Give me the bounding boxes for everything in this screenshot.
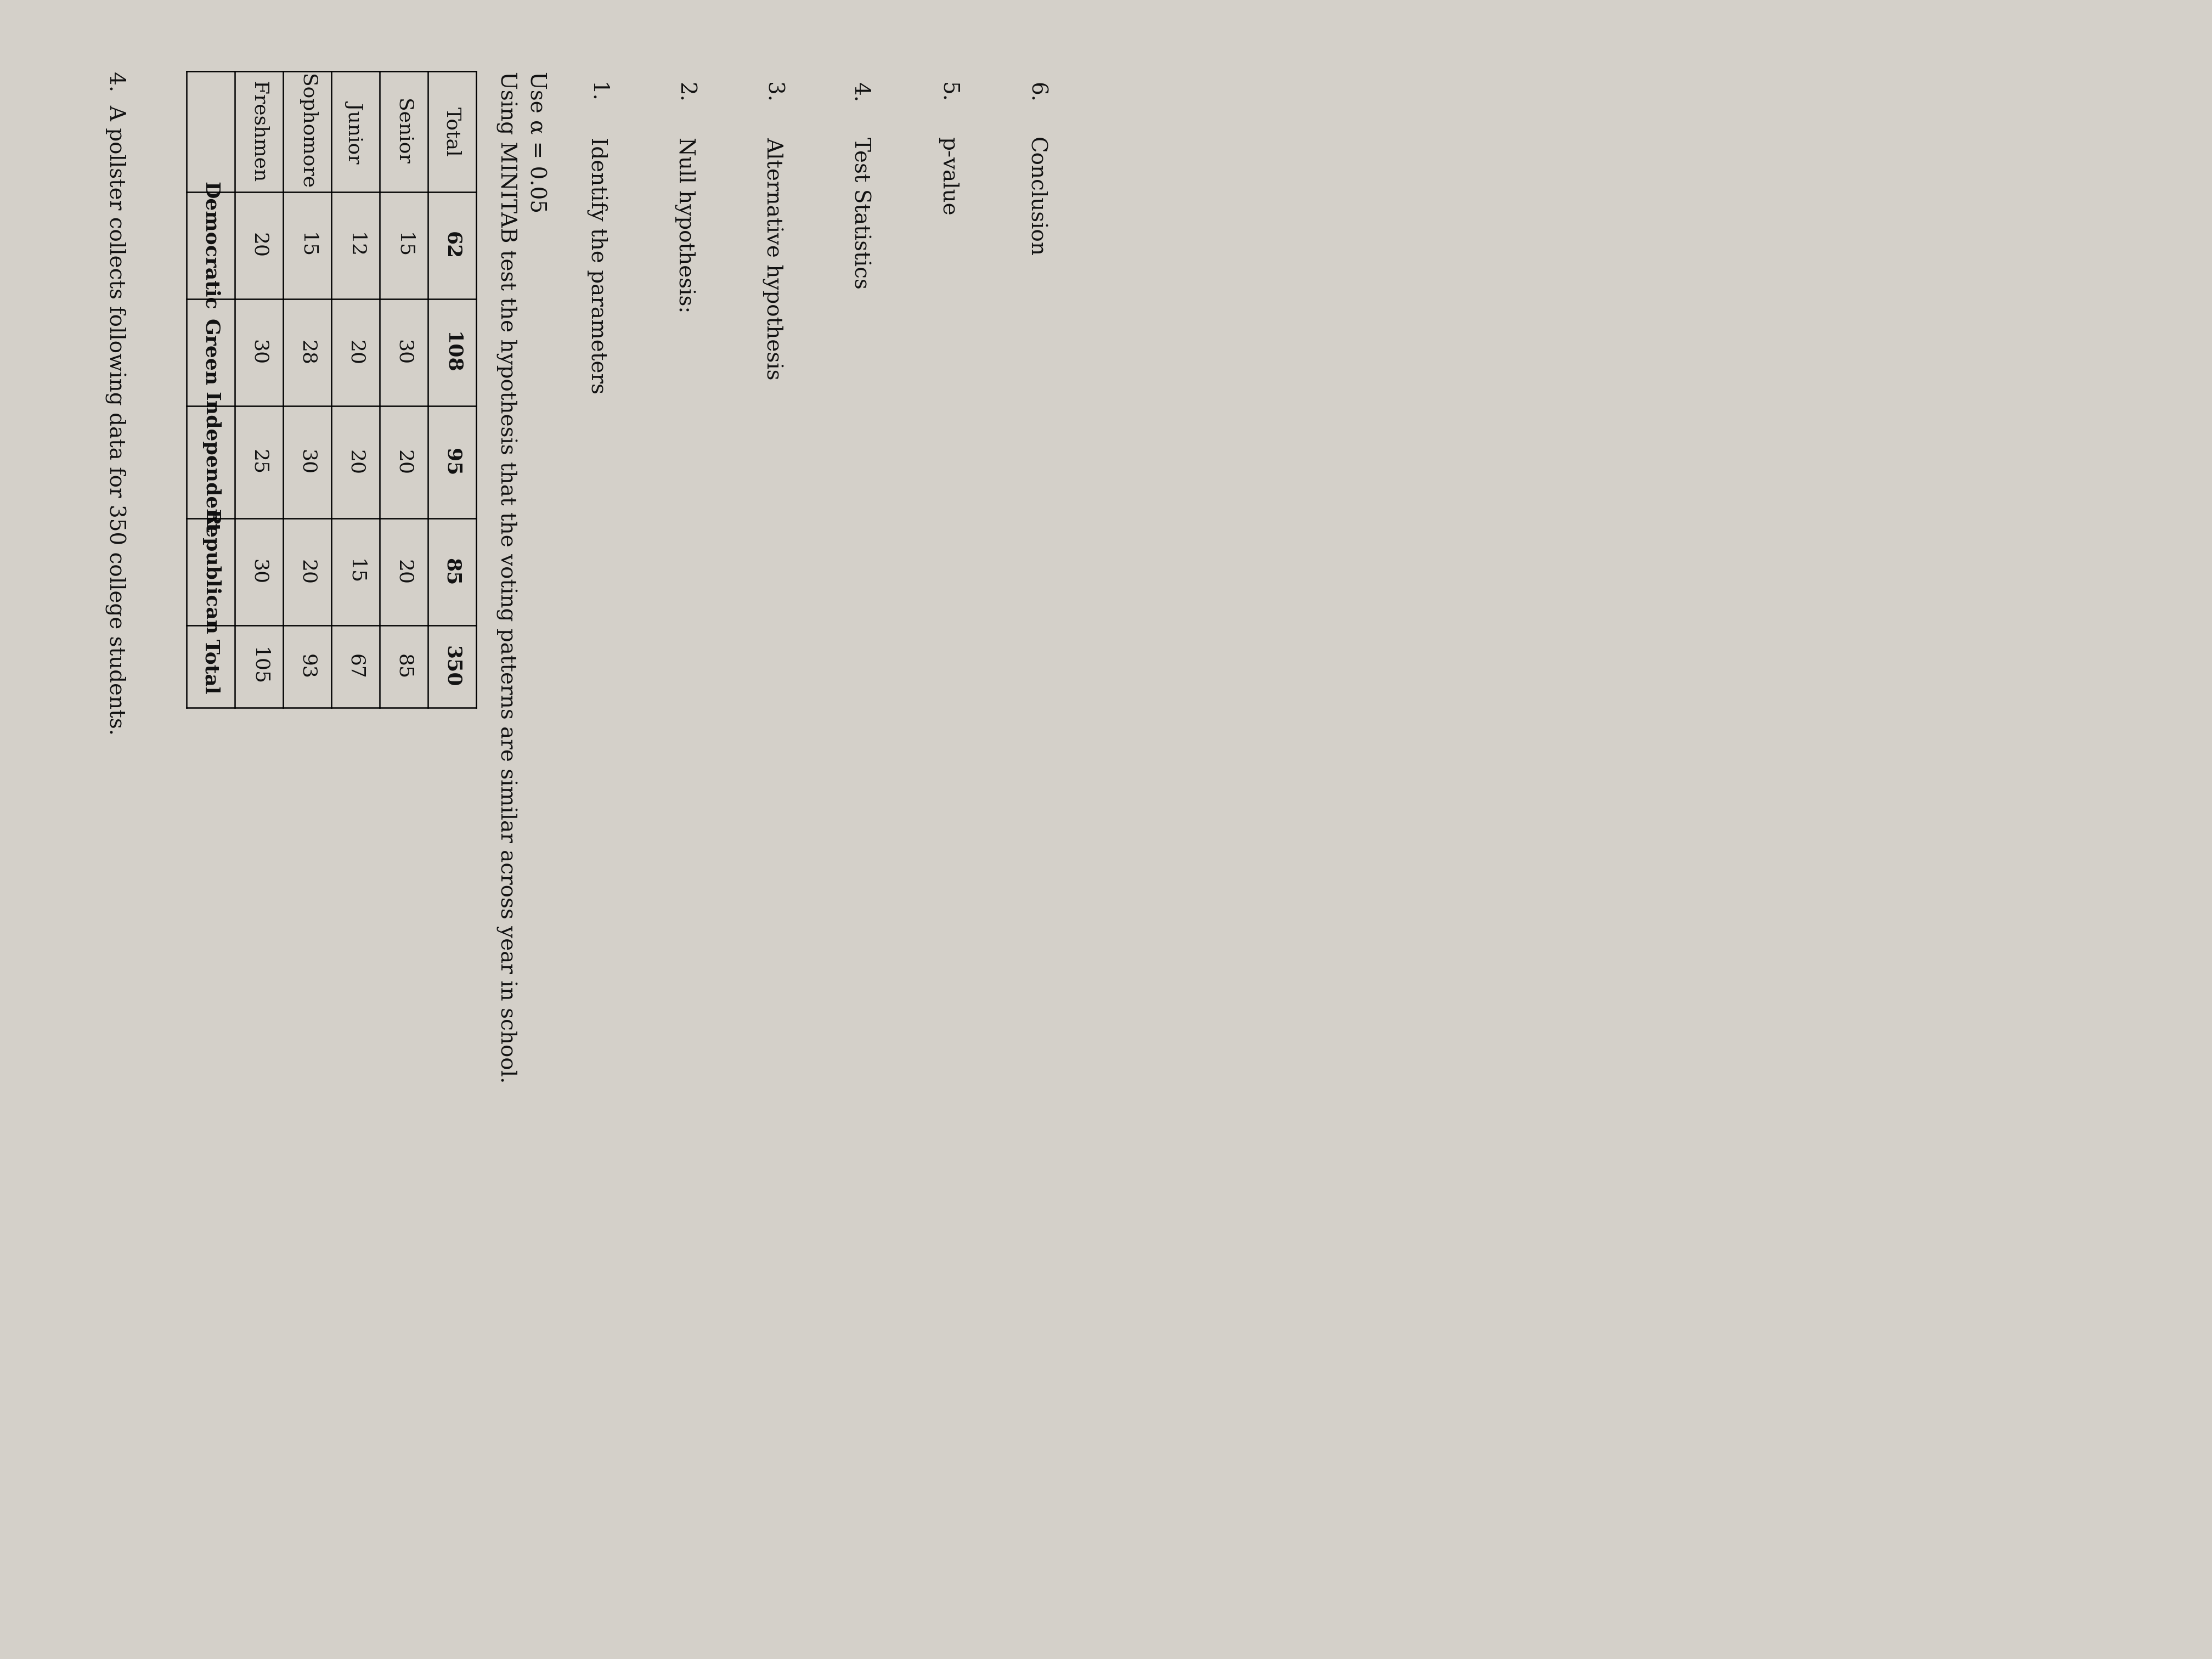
Text: 4.  A pollster collects following data for 350 college students.: 4. A pollster collects following data fo… — [104, 71, 126, 735]
Text: Null hypothesis:: Null hypothesis: — [675, 138, 695, 314]
Text: 20: 20 — [299, 559, 316, 584]
Text: 28: 28 — [299, 340, 316, 365]
Text: 30: 30 — [250, 340, 268, 365]
Text: Junior: Junior — [345, 101, 365, 163]
Text: 20: 20 — [394, 450, 414, 474]
Text: Using MINITAB test the hypothesis that the voting patterns are similar across ye: Using MINITAB test the hypothesis that t… — [495, 71, 518, 1083]
Text: 6.: 6. — [1026, 83, 1046, 103]
Text: 85: 85 — [394, 654, 414, 679]
Text: 105: 105 — [250, 647, 268, 685]
Text: 25: 25 — [250, 450, 268, 474]
Text: 4.: 4. — [849, 83, 869, 103]
Text: 20: 20 — [394, 559, 414, 584]
Text: 20: 20 — [250, 232, 268, 259]
Text: Alternative hypothesis: Alternative hypothesis — [761, 138, 783, 380]
Text: Green: Green — [201, 319, 219, 387]
Text: 3.: 3. — [763, 83, 783, 103]
Text: Senior: Senior — [394, 100, 414, 164]
Text: Republican: Republican — [201, 509, 219, 635]
Text: Independent: Independent — [201, 392, 219, 533]
Text: Conclusion: Conclusion — [1026, 138, 1046, 257]
Text: p-value: p-value — [938, 138, 958, 216]
Text: Freshmen: Freshmen — [250, 81, 268, 182]
Text: 15: 15 — [345, 559, 365, 584]
Text: 20: 20 — [345, 340, 365, 365]
Text: Use α = 0.05: Use α = 0.05 — [526, 71, 546, 212]
Text: 12: 12 — [345, 232, 365, 259]
Text: 1.: 1. — [586, 83, 606, 103]
Text: 30: 30 — [250, 559, 268, 584]
Text: 85: 85 — [442, 557, 462, 586]
Text: 93: 93 — [299, 654, 316, 679]
Text: Identify the parameters: Identify the parameters — [586, 138, 608, 393]
Text: Test Statistics: Test Statistics — [849, 138, 869, 289]
Text: 30: 30 — [394, 340, 414, 365]
Text: 2.: 2. — [675, 83, 695, 103]
Text: 30: 30 — [299, 450, 316, 474]
Text: 15: 15 — [394, 232, 414, 259]
Text: Total: Total — [201, 639, 219, 693]
Text: 62: 62 — [442, 232, 462, 259]
Text: 15: 15 — [299, 232, 316, 259]
Text: Total: Total — [442, 106, 462, 156]
Text: Sophomore: Sophomore — [299, 75, 316, 189]
Text: 350: 350 — [442, 645, 462, 687]
Text: 5.: 5. — [938, 83, 958, 103]
Text: 95: 95 — [442, 448, 462, 476]
Text: 108: 108 — [442, 332, 462, 373]
Text: 20: 20 — [345, 450, 365, 474]
Text: Democratic: Democratic — [201, 181, 219, 310]
Text: 67: 67 — [345, 654, 365, 679]
